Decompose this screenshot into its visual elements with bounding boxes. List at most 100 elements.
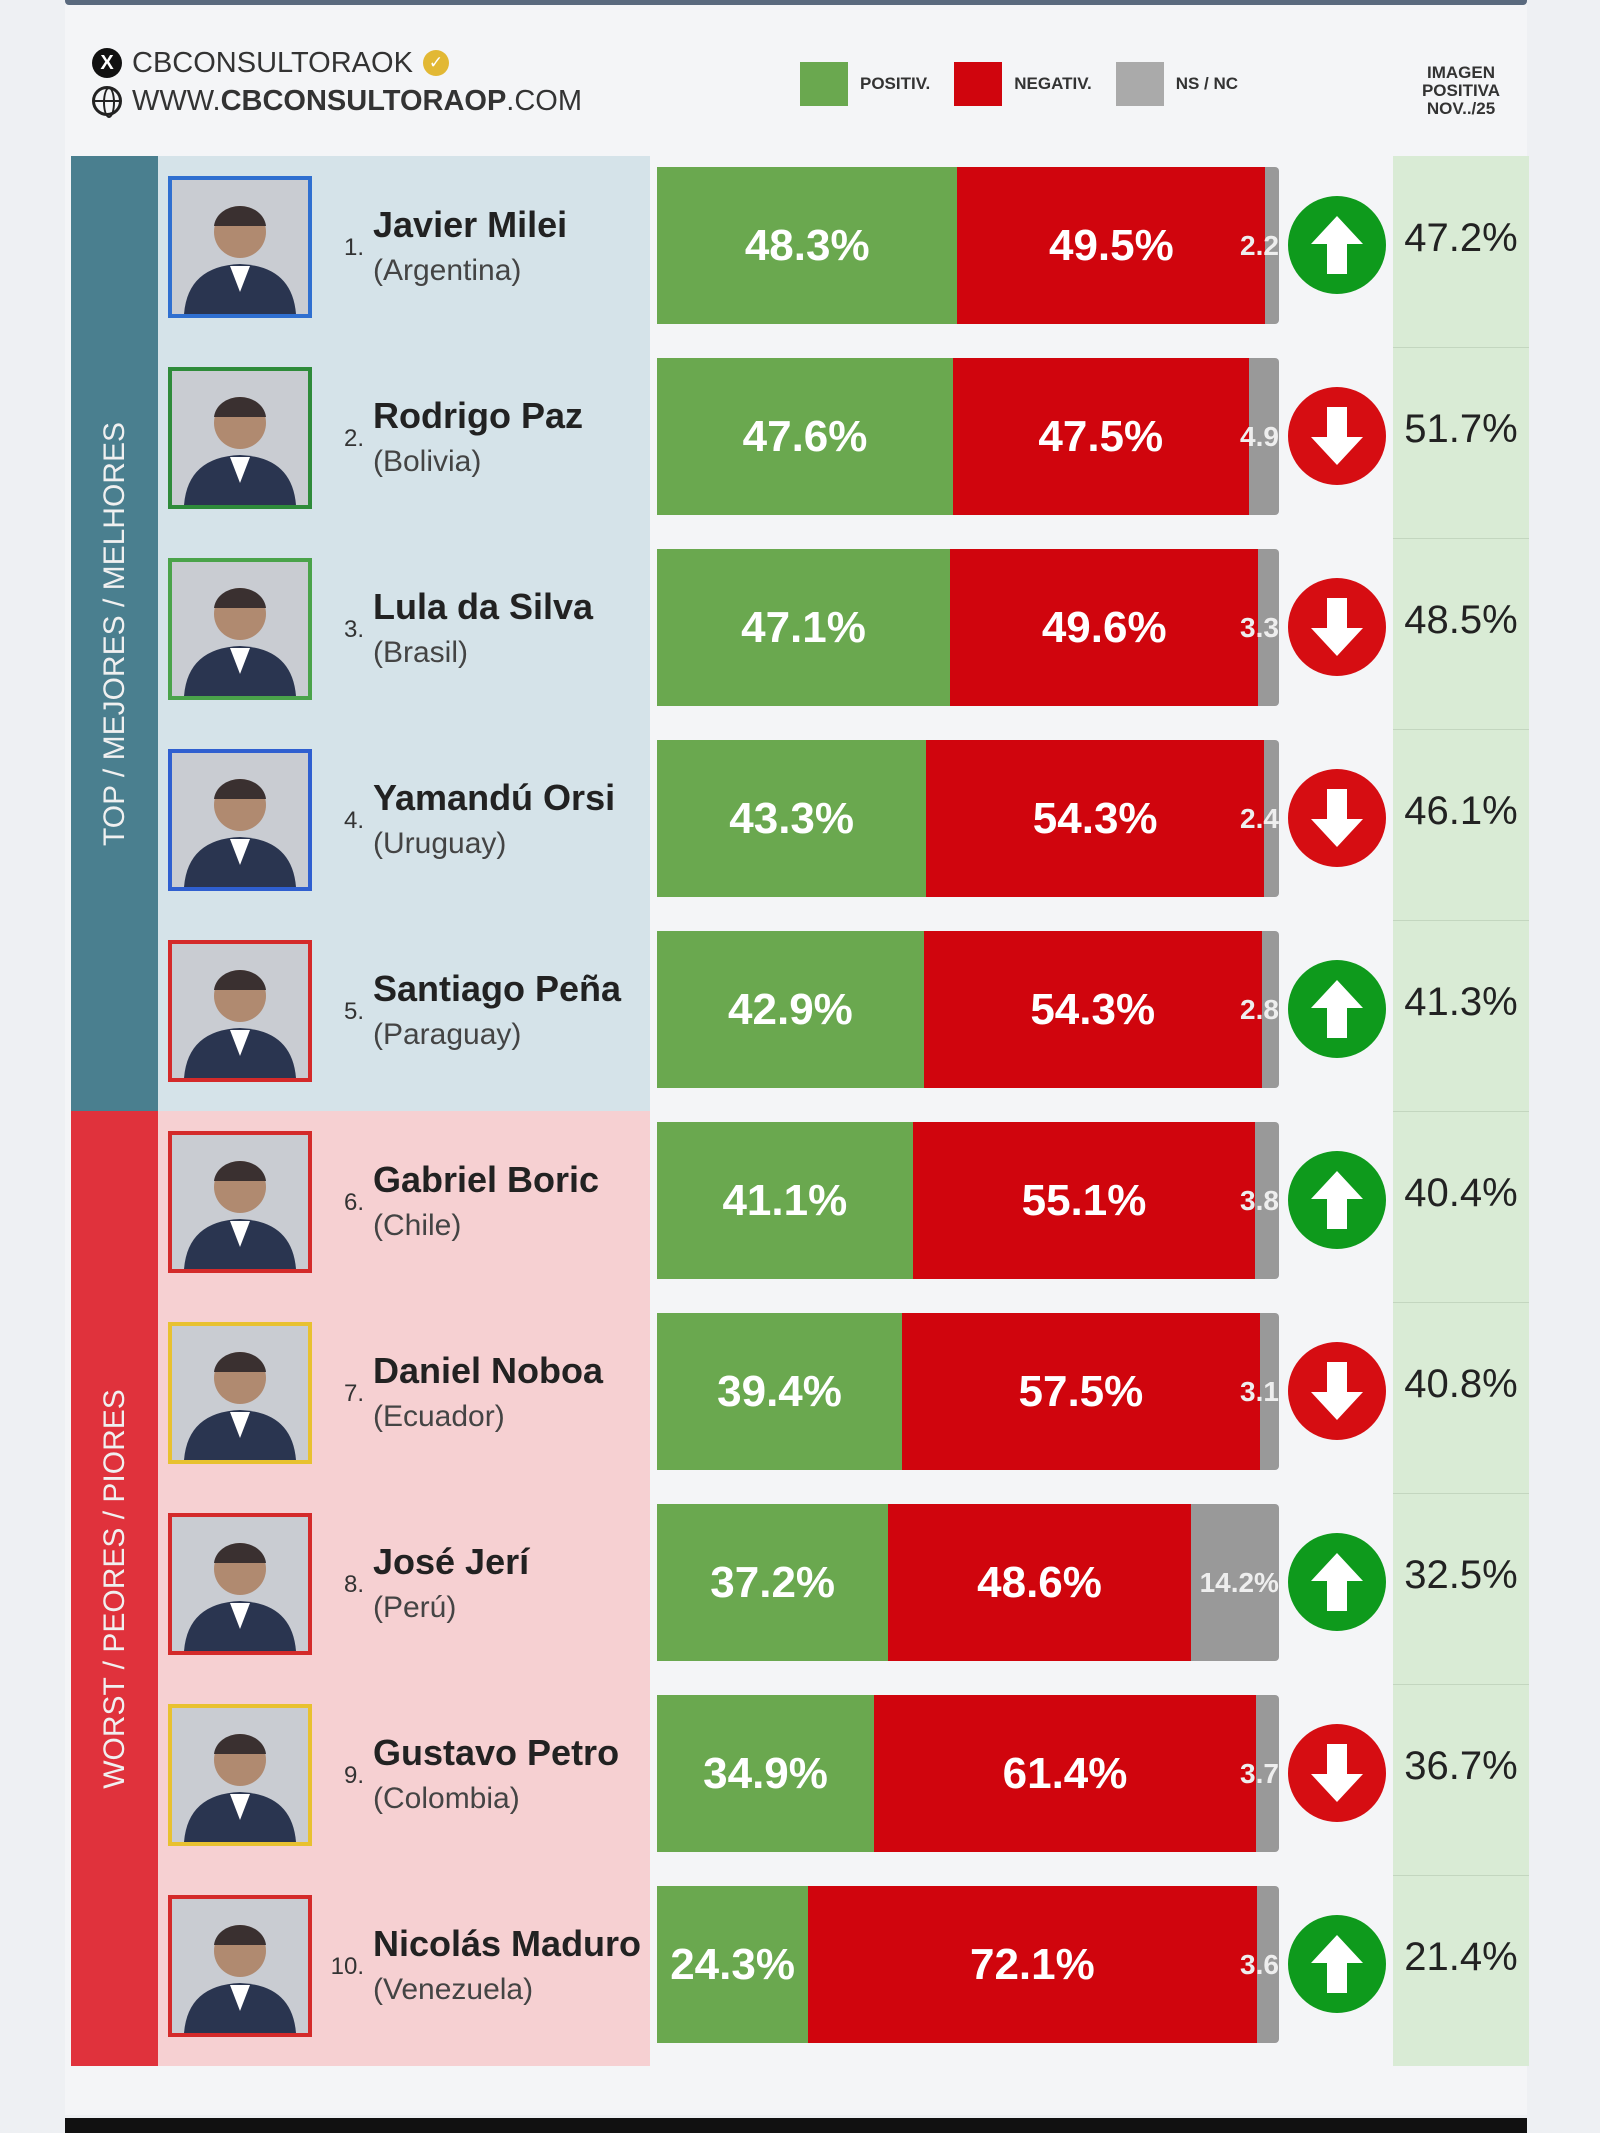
ns-label: 4.9 xyxy=(1240,420,1279,452)
ns-label: 14.2% xyxy=(1199,1566,1279,1598)
rank-number: 4. xyxy=(343,807,364,834)
leader-name: Gabriel Boric xyxy=(373,1159,600,1200)
bar-ns-nc: 2.2 xyxy=(1240,167,1279,324)
leader-name: Yamandú Orsi xyxy=(373,777,616,818)
leader-country: (Paraguay) xyxy=(373,1018,522,1051)
bar-ns-nc: 2.4 xyxy=(1240,740,1279,897)
legend-ns-nc: NS / NC xyxy=(1115,62,1238,106)
leader-country: (Uruguay) xyxy=(373,827,507,860)
bar-negative: 61.4% xyxy=(874,1695,1256,1852)
arrow-down-icon xyxy=(1288,387,1386,485)
ns-label: 2.2 xyxy=(1240,229,1279,261)
bar-positive: 24.3% xyxy=(657,1886,809,2043)
bar-negative: 49.5% xyxy=(957,167,1266,324)
leader-row: 9. Gustavo Petro (Colombia) 34.9% 61.4% 3.7 36… xyxy=(0,1684,1600,1875)
legend: POSITIV. NEGATIV. NS / NC xyxy=(800,62,1248,106)
row-divider xyxy=(1393,729,1529,730)
rank-number: 7. xyxy=(343,1380,364,1407)
leader-photo xyxy=(168,1322,312,1464)
bar-ns-nc: 3.1 xyxy=(1240,1313,1279,1470)
ns-label: 3.3 xyxy=(1240,611,1279,643)
positive-label: 47.6% xyxy=(742,411,868,461)
negative-label: 61.4% xyxy=(1002,1748,1128,1798)
ns-label: 3.8 xyxy=(1240,1184,1279,1216)
leader-name: José Jerí xyxy=(373,1541,530,1582)
approval-bar: 42.9% 54.3% 2.8 xyxy=(657,931,1279,1088)
bar-positive: 39.4% xyxy=(657,1313,903,1470)
brand-block: X CBCONSULTORAOK ✓ WWW.CBCONSULTORAOP.CO… xyxy=(92,44,582,120)
image-positive-value: 51.7% xyxy=(1404,407,1518,451)
ns-label: 3.6 xyxy=(1240,1948,1279,1980)
bar-positive: 42.9% xyxy=(657,931,924,1088)
rank-number: 6. xyxy=(343,1189,364,1216)
positive-label: 39.4% xyxy=(717,1366,842,1416)
top-divider xyxy=(65,0,1527,5)
leader-photo xyxy=(168,176,312,318)
approval-bar: 39.4% 57.5% 3.1 xyxy=(657,1313,1279,1470)
rank-number: 5. xyxy=(343,998,364,1025)
leader-country: (Argentina) xyxy=(373,254,522,287)
row-divider xyxy=(1393,538,1529,539)
image-positive-value: 41.3% xyxy=(1404,980,1518,1024)
arrow-up-icon xyxy=(1288,1533,1386,1631)
row-divider xyxy=(1393,1111,1529,1112)
positive-label: 37.2% xyxy=(710,1557,836,1607)
bar-ns-nc: 4.9 xyxy=(1240,358,1279,515)
group-band-top: TOP / MEJORES / MELHORES xyxy=(71,156,158,1111)
bar-negative: 54.3% xyxy=(923,931,1262,1088)
image-positive-value: 21.4% xyxy=(1404,1935,1518,1979)
row-divider xyxy=(1393,1684,1529,1685)
negative-label: 57.5% xyxy=(1018,1366,1144,1416)
bar-ns-nc: 2.8 xyxy=(1240,931,1279,1088)
negative-label: 47.5% xyxy=(1038,411,1164,461)
row-divider xyxy=(1393,347,1529,348)
bar-positive: 48.3% xyxy=(657,167,958,324)
approval-bar: 48.3% 49.5% 2.2 xyxy=(657,167,1279,324)
row-divider xyxy=(1393,1875,1529,1876)
leader-row: 1. Javier Milei (Argentina) 48.3% 49.5% 2.2 47… xyxy=(0,156,1600,347)
image-positive-value: 46.1% xyxy=(1404,789,1518,833)
leader-country: (Perú) xyxy=(373,1591,457,1624)
leader-photo xyxy=(168,1704,312,1846)
rank-number: 3. xyxy=(343,616,364,643)
leader-name: Daniel Noboa xyxy=(373,1350,604,1391)
leader-row: 3. Lula da Silva (Brasil) 47.1% 49.6% 3.3 48.5… xyxy=(0,538,1600,729)
image-positive-value: 40.8% xyxy=(1404,1362,1518,1406)
arrow-up-icon xyxy=(1288,196,1386,294)
bar-negative: 47.5% xyxy=(953,358,1249,515)
leader-row: 7. Daniel Noboa (Ecuador) 39.4% 57.5% 3.1 40.8… xyxy=(0,1302,1600,1493)
leader-photo xyxy=(168,1895,312,2037)
ns-label: 3.7 xyxy=(1240,1757,1279,1789)
rank-number: 2. xyxy=(343,425,364,452)
bar-ns-nc: 3.3 xyxy=(1240,549,1279,706)
approval-bar: 47.6% 47.5% 4.9 xyxy=(657,358,1279,515)
arrow-down-icon xyxy=(1288,769,1386,867)
arrow-up-icon xyxy=(1288,960,1386,1058)
bar-positive: 34.9% xyxy=(657,1695,875,1852)
leader-name: Lula da Silva xyxy=(373,586,594,627)
leader-country: (Brasil) xyxy=(373,636,468,669)
negative-label: 55.1% xyxy=(1021,1175,1147,1225)
leader-row: 6. Gabriel Boric (Chile) 41.1% 55.1% 3.8 40.4% xyxy=(0,1111,1600,1302)
legend-positive: POSITIV. xyxy=(800,62,930,106)
negative-label: 54.3% xyxy=(1030,984,1156,1034)
bar-ns-nc: 14.2% xyxy=(1190,1504,1279,1661)
leader-country: (Chile) xyxy=(373,1209,462,1242)
image-positive-header: IMAGEN POSITIVA NOV../25 xyxy=(1421,63,1501,118)
approval-bar: 34.9% 61.4% 3.7 xyxy=(657,1695,1279,1852)
positive-label: 41.1% xyxy=(722,1175,848,1225)
leader-row: 5. Santiago Peña (Paraguay) 42.9% 54.3% 2.8 41… xyxy=(0,920,1600,1111)
leader-name: Nicolás Maduro xyxy=(373,1923,642,1964)
x-logo-icon: X xyxy=(92,48,122,78)
leader-country: (Bolivia) xyxy=(373,445,482,478)
positive-label: 43.3% xyxy=(729,793,855,843)
social-handle: CBCONSULTORAOK xyxy=(132,46,413,79)
bar-negative: 48.6% xyxy=(888,1504,1191,1661)
image-positive-value: 36.7% xyxy=(1404,1744,1518,1788)
positive-label: 24.3% xyxy=(670,1939,795,1989)
website-link[interactable]: WWW.CBCONSULTORAOP.COM xyxy=(132,84,583,117)
leader-row: 4. Yamandú Orsi (Uruguay) 43.3% 54.3% 2.4 46.1… xyxy=(0,729,1600,920)
bar-positive: 47.1% xyxy=(657,549,950,706)
leader-photo xyxy=(168,1513,312,1655)
bar-ns-nc: 3.6 xyxy=(1240,1886,1279,2043)
